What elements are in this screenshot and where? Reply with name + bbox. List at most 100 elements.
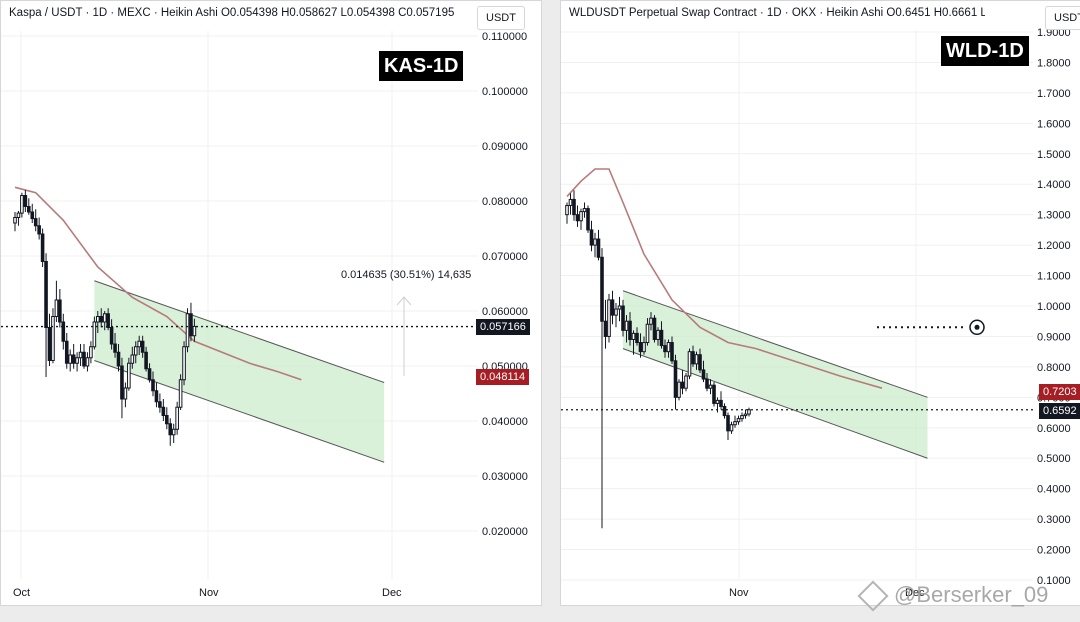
- candle-body: [113, 343, 117, 353]
- kas-chart-canvas: 0.110000 0.100000 0.090000 0.080000 0.070000…: [1, 31, 528, 579]
- candle-body: [151, 379, 155, 392]
- candle-body: [92, 321, 97, 348]
- candle-body: [175, 406, 179, 430]
- candle-body: [691, 351, 695, 365]
- candle-body: [677, 381, 681, 398]
- candle-body: [659, 329, 664, 347]
- candle-body: [137, 340, 141, 348]
- candle-body: [579, 211, 583, 222]
- candle-body: [171, 428, 176, 436]
- candle-body: [99, 316, 104, 323]
- candle-body: [586, 208, 590, 231]
- y-tick-label: 0.020000: [482, 526, 528, 538]
- candle-body: [656, 329, 660, 340]
- candle-body: [701, 369, 706, 380]
- wld-currency-button[interactable]: USDT: [1045, 6, 1080, 30]
- y-tick-label: 0.090000: [482, 141, 528, 153]
- candle-body: [722, 405, 727, 417]
- candle-body: [161, 406, 166, 416]
- y-tick-label: 0.4000: [1037, 484, 1071, 496]
- y-tick-label: 0.1000: [1037, 575, 1071, 587]
- candle-body: [628, 320, 632, 340]
- candle-body: [715, 399, 720, 404]
- candle-body: [603, 320, 608, 337]
- candle-body: [82, 351, 86, 367]
- wld-ma-price-label: 0.7203: [1039, 384, 1080, 400]
- kas-currency-button[interactable]: USDT: [477, 6, 525, 30]
- descending-channel: [623, 290, 928, 459]
- candle-body: [705, 378, 709, 389]
- channel-upper-line: [622, 290, 928, 398]
- candle-body: [40, 233, 45, 262]
- candle-body: [642, 342, 646, 353]
- candle-body: [743, 413, 748, 417]
- candle-body: [684, 375, 688, 389]
- candle-body: [593, 238, 597, 246]
- candle-body: [58, 299, 62, 323]
- candle-body: [102, 313, 107, 323]
- candle-body: [680, 381, 685, 389]
- candle-body: [130, 354, 135, 364]
- kas-timeframe-badge: KAS-1D: [379, 51, 464, 81]
- y-tick-label: 0.110000: [482, 31, 527, 43]
- y-tick-label: 0.070000: [482, 251, 528, 263]
- candle-body: [666, 342, 671, 353]
- kas-x-tick-oct: Oct: [13, 587, 31, 599]
- candle-body: [589, 229, 594, 246]
- candle-body: [78, 351, 83, 359]
- candle-body: [733, 421, 737, 426]
- candle-body: [37, 225, 41, 235]
- candle-body: [75, 357, 79, 364]
- y-tick-label: 0.060000: [482, 306, 528, 318]
- y-tick-label: 1.2000: [1037, 240, 1071, 252]
- candle-body: [610, 299, 615, 316]
- wld-chart-canvas: 1.9000 1.8000 1.7000 1.6000 1.5000 1.4000 1.30…: [561, 27, 1071, 587]
- y-tick-label: 0.030000: [482, 471, 528, 483]
- candle-body: [575, 214, 580, 222]
- candle-body: [54, 299, 59, 317]
- candle-body: [127, 362, 131, 389]
- y-tick-label: 1.1000: [1037, 271, 1071, 283]
- y-tick-label: 1.7000: [1037, 88, 1071, 100]
- candle-body: [44, 261, 48, 328]
- candle-body: [61, 321, 66, 342]
- candle-body: [85, 357, 90, 367]
- candle-body: [621, 305, 625, 331]
- candle-body: [47, 327, 52, 361]
- candle-body: [168, 423, 173, 436]
- candle-body: [740, 415, 744, 420]
- candle-body: [30, 211, 35, 220]
- kas-measure-label: 0.014635 (30.51%) 14,635: [341, 269, 472, 281]
- kas-ma-price-label: 0.048114: [476, 369, 530, 385]
- candle-body: [109, 327, 114, 345]
- y-tick-label: 0.6000: [1037, 423, 1071, 435]
- candle-body: [71, 354, 76, 364]
- candle-body: [51, 316, 55, 361]
- candle-body: [607, 299, 611, 337]
- candle-body: [582, 208, 587, 213]
- y-tick-label: 0.5000: [1037, 453, 1071, 465]
- candle-body: [182, 346, 186, 381]
- candle-body: [631, 332, 636, 340]
- candle-body: [144, 351, 148, 370]
- candle-body: [185, 313, 190, 348]
- candle-body: [23, 195, 28, 207]
- candle-body: [652, 317, 657, 340]
- candle-body: [624, 320, 629, 331]
- candle-body: [147, 368, 152, 381]
- candle-body: [673, 360, 678, 398]
- candle-body: [736, 418, 741, 423]
- candle-body: [154, 390, 159, 403]
- candle-body: [617, 305, 622, 310]
- kas-x-tick-dec: Dec: [382, 587, 402, 599]
- candle-body: [123, 387, 128, 400]
- candle-body: [638, 342, 643, 353]
- candle-body: [158, 401, 162, 408]
- candle-body: [13, 217, 17, 224]
- candle-body: [712, 384, 716, 404]
- y-tick-label: 1.6000: [1037, 118, 1071, 130]
- candle-body: [568, 198, 573, 207]
- candle-body: [133, 346, 138, 356]
- kas-chart-panel: 0.110000 0.100000 0.090000 0.080000 0.070000…: [0, 0, 542, 606]
- candle-body: [726, 415, 730, 432]
